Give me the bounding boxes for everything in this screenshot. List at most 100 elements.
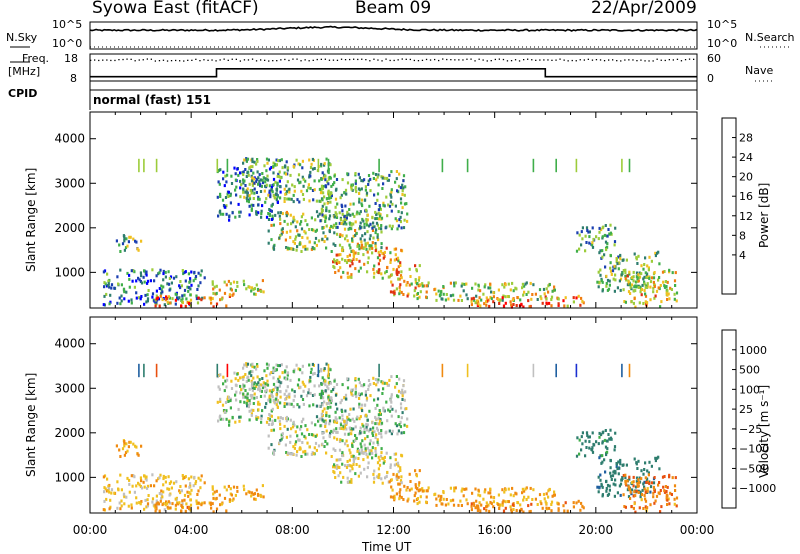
power-cell	[638, 271, 641, 275]
velocity-cell	[253, 497, 256, 501]
velocity-cell	[413, 494, 416, 498]
velocity-cell	[315, 404, 318, 408]
nave-point	[118, 59, 120, 61]
velocity-cell	[329, 398, 332, 402]
power-cell	[326, 197, 329, 201]
velocity-cell	[399, 391, 402, 395]
power-cell	[599, 249, 602, 253]
power-cell	[189, 287, 192, 291]
velocity-cell	[187, 477, 190, 481]
nave-label: Nave	[745, 64, 774, 77]
velocity-cell	[215, 496, 218, 500]
velocity-cell	[155, 494, 158, 498]
velocity-cell	[251, 386, 254, 390]
noise-series	[89, 25, 698, 48]
velocity-cell	[229, 406, 232, 410]
power-cell	[293, 218, 296, 222]
power-cell	[625, 258, 628, 262]
velocity-cell	[624, 473, 627, 477]
velocity-cell	[267, 417, 270, 420]
power-cell	[425, 290, 428, 294]
power-cell	[321, 187, 324, 191]
power-cell	[418, 276, 421, 280]
velocity-cell	[213, 490, 216, 494]
power-cell	[372, 177, 375, 180]
velocity-cell	[258, 402, 261, 406]
velocity-cell	[199, 478, 202, 482]
velocity-cell	[277, 377, 280, 381]
power-cell	[320, 189, 323, 193]
power-cell	[352, 234, 355, 238]
power-cell	[250, 289, 253, 293]
velocity-cell	[613, 448, 616, 452]
power-cell	[366, 261, 369, 265]
velocity-cell	[276, 386, 279, 390]
velocity-cell	[212, 496, 215, 500]
velocity-cell	[527, 495, 530, 499]
velocity-cell	[366, 418, 369, 422]
velocity-cell	[547, 489, 550, 493]
velocity-cell	[146, 498, 149, 502]
velocity-cell	[139, 476, 142, 480]
power-cell	[369, 234, 372, 238]
power-cell	[239, 186, 242, 190]
power-cell	[416, 292, 419, 295]
power-cell	[545, 297, 548, 301]
power-cell	[293, 241, 296, 245]
velocity-cell	[285, 419, 288, 423]
velocity-cell	[393, 494, 396, 498]
power-cell	[596, 280, 599, 284]
velocity-cell	[293, 423, 296, 427]
power-cell	[239, 210, 242, 214]
power-cell	[395, 271, 398, 275]
velocity-cell	[289, 440, 292, 444]
velocity-cell	[257, 408, 260, 412]
power-cell	[279, 222, 282, 226]
power-cell	[266, 161, 269, 165]
power-cell	[584, 234, 587, 238]
velocity-cell	[301, 398, 305, 401]
velocity-cell	[278, 419, 281, 423]
power-cell	[581, 226, 584, 230]
velocity-cell	[140, 500, 143, 503]
power-cell	[377, 208, 380, 212]
velocity-cell	[180, 509, 183, 513]
power-cell	[635, 275, 638, 279]
power-cell	[389, 290, 393, 294]
power-cell	[178, 284, 181, 288]
velocity-cell	[640, 469, 643, 473]
velocity-cell	[646, 469, 649, 473]
velocity-cell	[360, 392, 363, 396]
velocity-cell	[334, 410, 337, 414]
nave-point	[98, 59, 100, 62]
velocity-cell	[252, 408, 255, 412]
power-cell	[365, 223, 369, 227]
velocity-cell	[308, 363, 311, 367]
power-cell	[260, 184, 263, 188]
power-cell	[291, 183, 294, 187]
velocity-cell	[515, 509, 518, 512]
power-cell	[363, 222, 366, 226]
velocity-cell	[325, 429, 328, 433]
power-cell	[364, 232, 367, 236]
velocity-cell	[277, 416, 280, 420]
power-cell	[580, 296, 583, 300]
velocity-cell	[663, 489, 666, 493]
power-cell	[244, 168, 247, 171]
velocity-cell	[628, 475, 631, 479]
power-cell	[223, 184, 226, 188]
velocity-cell	[605, 479, 608, 483]
velocity-cell	[608, 488, 611, 492]
velocity-cell	[228, 420, 231, 424]
power-streak	[628, 158, 631, 173]
power-cell	[330, 250, 333, 253]
power-cell	[123, 239, 126, 243]
velocity-cell	[289, 418, 292, 422]
velocity-cell	[490, 495, 493, 499]
velocity-cell	[600, 433, 603, 437]
power-cell	[619, 257, 622, 261]
power-cell	[330, 194, 333, 198]
velocity-cell	[304, 424, 307, 428]
velocity-cell	[354, 425, 357, 429]
power-cell	[283, 171, 286, 175]
